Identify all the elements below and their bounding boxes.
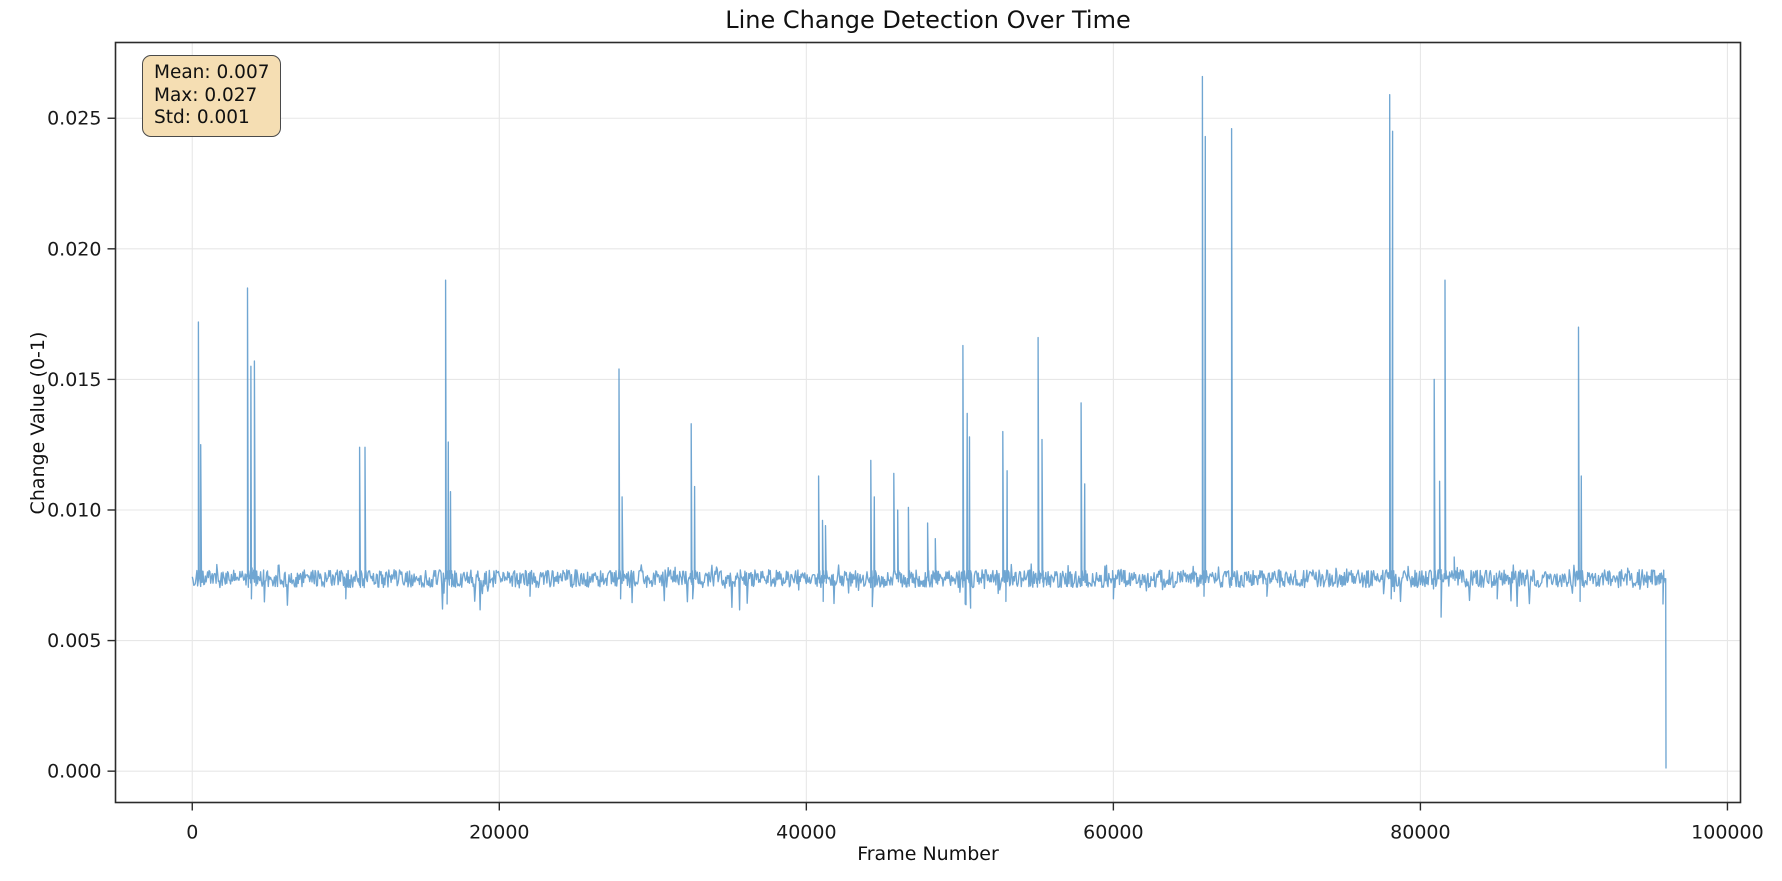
x-axis-label: Frame Number [857,843,999,865]
y-tick-label: 0.000 [47,761,101,783]
x-tick-label: 80000 [1390,822,1450,844]
chart-title: Line Change Detection Over Time [725,6,1131,34]
x-tick-label: 40000 [776,822,836,844]
x-tick-label: 0 [186,822,198,844]
y-tick-label: 0.005 [47,630,101,652]
y-axis-label: Change Value (0-1) [27,331,49,515]
x-tick-label: 60000 [1083,822,1143,844]
y-tick-label: 0.025 [47,108,101,130]
data-series-line [191,75,1667,769]
y-tick-label: 0.020 [47,238,101,260]
stats-max-line: Max: 0.027 [154,84,258,106]
x-tick-label: 20000 [469,822,529,844]
stats-mean-line: Mean: 0.007 [154,62,270,83]
y-tick-label: 0.015 [47,369,101,391]
plot-border [114,41,1742,804]
x-tick-label: 100000 [1691,822,1764,844]
stats-box: Mean: 0.007 Max: 0.027 Std: 0.001 [142,55,282,137]
stats-std-line: Std: 0.001 [154,107,250,129]
y-tick-label: 0.010 [47,499,101,521]
